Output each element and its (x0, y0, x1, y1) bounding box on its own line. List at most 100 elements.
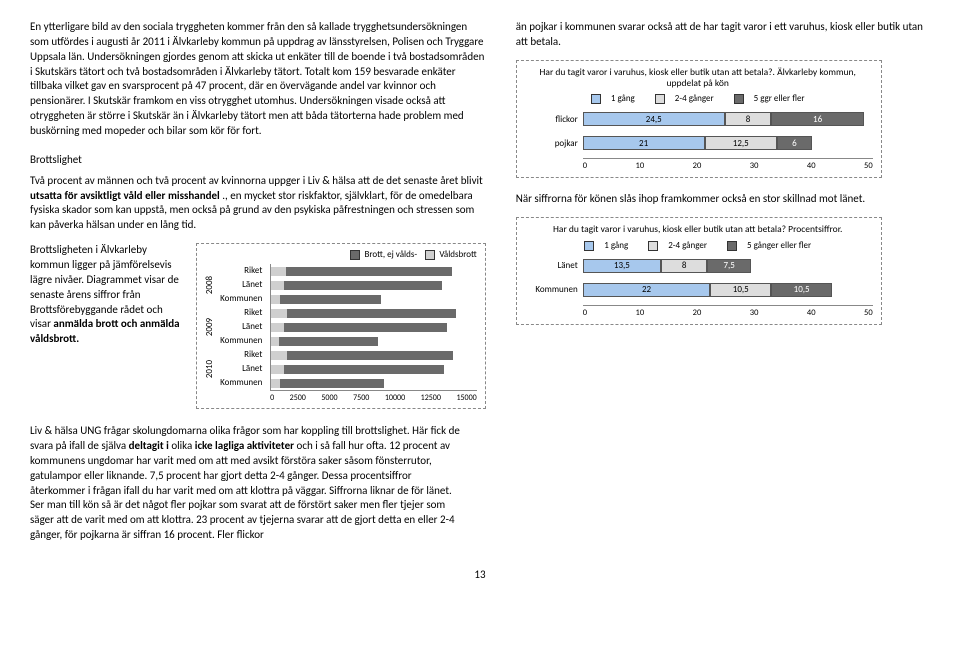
bar-segment: 16 (771, 112, 864, 126)
crime-text-bold: anmälda brott och anmälda våldsbrott. (30, 317, 180, 345)
legend-swatch (734, 94, 744, 104)
mini-chart-x-tick: 40 (807, 161, 816, 171)
right-paragraph-1: än pojkar i kommunen svarar också att de… (516, 20, 930, 50)
left-column: En ytterligare bild av den sociala trygg… (30, 20, 486, 409)
crime-chart: Brott, ej vålds- Våldsbrott 200820092010… (196, 243, 486, 409)
bt3: olika (171, 439, 194, 452)
crime-bar-main (271, 379, 383, 388)
mini-chart-x-tick: 30 (750, 161, 759, 171)
crime-bar-row (271, 292, 476, 306)
crime-x-tick: 0 (270, 393, 274, 403)
bar-segment: 10,5 (710, 283, 771, 297)
bar-segment: 8 (661, 259, 707, 273)
left-paragraph-2: Två procent av männen och två procent av… (30, 174, 486, 233)
crime-bar-row (271, 320, 476, 334)
mini-chart-bars: 2112,56 (583, 136, 873, 150)
legend-swatch (727, 241, 737, 251)
crime-x-tick: 10000 (385, 393, 405, 403)
mini-chart-title: Har du tagit varor i varuhus, kiosk elle… (523, 224, 873, 235)
bt4: icke lagliga aktiviteter (195, 439, 294, 452)
crime-grid: 200820092010 RiketLänetKommunenRiketLäne… (202, 264, 477, 390)
crime-bar-v (271, 295, 279, 304)
crime-year-label: 2009 (188, 320, 230, 334)
crime-year-label: 2008 (188, 278, 230, 292)
crime-x-tick: 2500 (290, 393, 306, 403)
crime-bar-main (271, 351, 453, 360)
crime-bar-row (271, 306, 476, 320)
legend-label-v: Våldsbrott (439, 249, 476, 260)
crime-row-label: Kommunen (220, 334, 266, 348)
crime-bar-main (271, 323, 446, 332)
crime-x-axis: 0250050007500100001250015000 (270, 390, 477, 403)
crime-bar-main (271, 365, 443, 374)
mini-chart-x-axis: 01020304050 (583, 305, 873, 318)
page-number: 13 (30, 568, 930, 581)
legend-label-main: Brott, ej vålds- (365, 249, 418, 260)
bt5: och i så fall hur ofta. 12 procent av ko… (30, 439, 455, 541)
mini-chart-x-tick: 50 (864, 308, 873, 318)
crime-x-tick: 15000 (456, 393, 476, 403)
crime-bar-v (271, 351, 286, 360)
p2-part-a: Två procent av männen och två procent av… (30, 174, 483, 187)
mini-chart-row-label: flickor (523, 114, 583, 125)
bar-segment: 22 (583, 283, 711, 297)
crime-year-label: 2010 (188, 362, 230, 376)
crime-x-tick: 5000 (321, 393, 337, 403)
mini-chart-row: Länet13,587,5 (523, 257, 873, 275)
crime-bar-main (271, 281, 442, 290)
legend-swatch (655, 94, 665, 104)
crime-bar-row (271, 348, 476, 362)
mini-chart-bars: 2210,510,5 (583, 283, 873, 297)
mini-chart-row-label: Kommunen (523, 284, 583, 295)
mini-chart-row-label: pojkar (523, 138, 583, 149)
crime-bars-area (270, 264, 476, 390)
crime-bar-v (271, 365, 284, 374)
bar-segment: 7,5 (707, 259, 751, 273)
crime-bar-v (271, 281, 283, 290)
legend-label: 5 ggr eller fler (754, 93, 805, 104)
crime-x-tick: 7500 (353, 393, 369, 403)
bar-segment: 24,5 (583, 112, 725, 126)
mini-chart-x-tick: 30 (750, 308, 759, 318)
crime-bar-v (271, 379, 279, 388)
bar-segment: 10,5 (771, 283, 832, 297)
mini-chart-x-tick: 50 (864, 161, 873, 171)
mini-chart-x-tick: 10 (636, 161, 645, 171)
mini-chart-x-tick: 20 (693, 308, 702, 318)
crime-bar-row (271, 362, 476, 376)
mini-chart-bars: 13,587,5 (583, 259, 873, 273)
crime-row-label: Kommunen (220, 292, 266, 306)
legend-label: 2-4 gånger (675, 93, 714, 104)
crime-side-text: Brottsligheten i Älvkarleby kommun ligge… (30, 243, 181, 409)
crime-bar-v (271, 309, 287, 318)
legend-label: 2-4 gånger (668, 240, 707, 251)
legend-swatch (648, 241, 658, 251)
crime-bar-v (271, 323, 284, 332)
bar-segment: 8 (725, 112, 771, 126)
crime-legend: Brott, ej vålds- Våldsbrott (202, 249, 477, 260)
crime-bar-row (271, 278, 476, 292)
crime-bar-v (271, 267, 286, 276)
crime-bar-row (271, 376, 476, 390)
swatch-crime-v (425, 250, 435, 260)
bar-segment: 21 (583, 136, 705, 150)
crime-bar-main (271, 267, 452, 276)
bar-segment: 6 (777, 136, 812, 150)
crime-row-label: Riket (220, 306, 266, 320)
mini-chart-x-axis: 01020304050 (583, 158, 873, 171)
mini-chart-row: pojkar2112,56 (523, 134, 873, 152)
crime-bar-row (271, 334, 476, 348)
chart-gender: Har du tagit varor i varuhus, kiosk elle… (516, 60, 882, 179)
legend-label: 1 gång (611, 93, 635, 104)
p2-bold: utsatta för avsiktligt våld eller missha… (30, 189, 220, 202)
mini-chart-x-tick: 0 (583, 161, 587, 171)
crime-year-labels: 200820092010 (202, 264, 216, 390)
crime-bar-v (271, 337, 279, 346)
right-column: än pojkar i kommunen svarar också att de… (516, 20, 930, 409)
crime-row-label: Riket (220, 264, 266, 278)
mini-chart-legend: 1 gång 2-4 gånger 5 ggr eller fler (523, 93, 873, 104)
bar-segment: 12,5 (705, 136, 778, 150)
crime-bar-row (271, 264, 476, 278)
mini-chart-row-label: Länet (523, 260, 583, 271)
legend-label: 1 gång (604, 240, 628, 251)
